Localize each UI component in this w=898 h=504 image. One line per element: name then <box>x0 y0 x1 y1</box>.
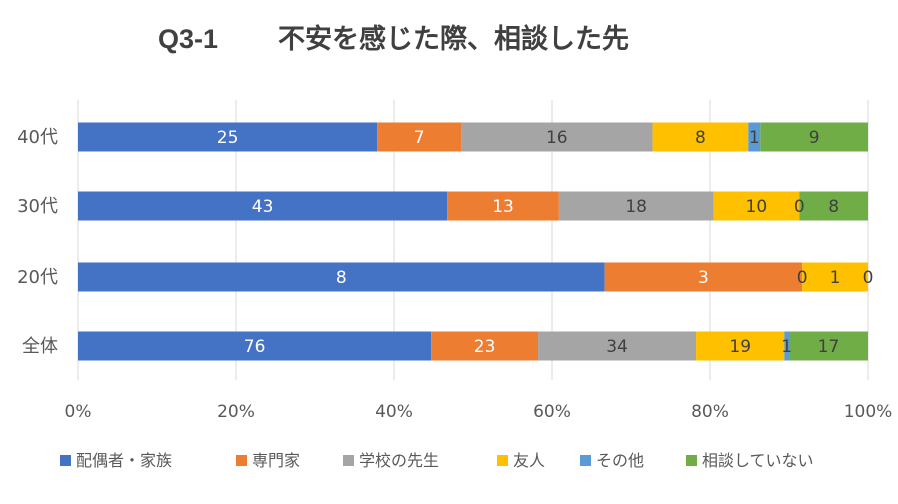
bar-segment <box>784 331 789 361</box>
bars <box>78 122 868 361</box>
data-label: 9 <box>809 128 820 148</box>
chart-title: Q3-1 不安を感じた際、相談した先 <box>158 23 629 54</box>
data-label: 1 <box>830 268 841 288</box>
legend-label: 学校の先生 <box>359 451 439 470</box>
x-tick-label: 0% <box>65 402 92 422</box>
data-label: 18 <box>625 197 647 217</box>
chart-title-text: 不安を感じた際、相談した先 <box>278 23 629 54</box>
data-label: 1 <box>749 128 760 148</box>
legend-label: 相談していない <box>702 451 814 470</box>
data-label: 25 <box>217 128 239 148</box>
legend-label: その他 <box>596 451 644 470</box>
legend-swatch <box>497 455 508 466</box>
data-label: 10 <box>746 197 768 217</box>
category-label: 全体 <box>22 336 58 357</box>
data-label: 0 <box>863 268 874 288</box>
bar-segment <box>78 122 378 152</box>
category-label: 20代 <box>17 267 58 288</box>
legend-label: 友人 <box>513 451 545 470</box>
bar-segment <box>799 191 868 221</box>
data-label: 8 <box>695 128 706 148</box>
bar-segment <box>696 331 785 361</box>
x-tick-label: 60% <box>533 402 571 422</box>
bar-segment <box>447 191 559 221</box>
data-label: 1 <box>781 337 792 357</box>
data-label: 3 <box>698 268 709 288</box>
data-label: 13 <box>492 197 514 217</box>
bar-segment <box>789 331 868 361</box>
bar-segment <box>604 262 803 292</box>
bar-segment <box>461 122 653 152</box>
x-tick-label: 40% <box>375 402 413 422</box>
bar-segment <box>538 331 697 361</box>
legend-swatch <box>343 455 354 466</box>
data-label: 0 <box>794 197 805 217</box>
data-label: 34 <box>606 337 628 357</box>
category-label: 40代 <box>17 127 58 148</box>
data-label: 7 <box>414 128 425 148</box>
legend-swatch <box>236 455 247 466</box>
bar-segment <box>558 191 714 221</box>
x-tick-label: 100% <box>844 402 893 422</box>
bar-segment <box>760 122 868 152</box>
bar-segment <box>652 122 749 152</box>
legend-swatch <box>580 455 591 466</box>
data-label: 17 <box>818 337 840 357</box>
bar-segment <box>713 191 800 221</box>
data-label: 23 <box>474 337 496 357</box>
legend-label: 専門家 <box>252 451 300 470</box>
data-label: 19 <box>729 337 751 357</box>
value-axis: 0% 20% 40% 60% 80% 100% <box>65 402 893 422</box>
chart-title-code: Q3-1 <box>158 24 218 54</box>
x-tick-label: 20% <box>217 402 255 422</box>
data-label: 8 <box>336 268 347 288</box>
bar-segment <box>748 122 761 152</box>
bar-segment <box>78 191 448 221</box>
data-label: 76 <box>244 337 266 357</box>
legend-swatch <box>686 455 697 466</box>
bar-segment <box>78 331 432 361</box>
x-tick-label: 80% <box>691 402 729 422</box>
data-label: 16 <box>546 128 568 148</box>
data-label: 43 <box>252 197 274 217</box>
legend: 配偶者・家族 専門家 学校の先生 友人 その他 相談していない <box>60 451 814 470</box>
data-label: 0 <box>797 268 808 288</box>
data-label: 8 <box>828 197 839 217</box>
data-labels: 25 7 16 8 1 943 13 18 10 0 88 3 0 1 076 23 34 19 1 17 <box>217 128 874 357</box>
bar-segment <box>431 331 539 361</box>
bar-segment <box>78 262 605 292</box>
category-label: 30代 <box>17 196 58 217</box>
bar-segment <box>377 122 462 152</box>
bar-segment <box>802 262 868 292</box>
legend-label: 配偶者・家族 <box>76 451 172 470</box>
legend-swatch <box>60 455 71 466</box>
